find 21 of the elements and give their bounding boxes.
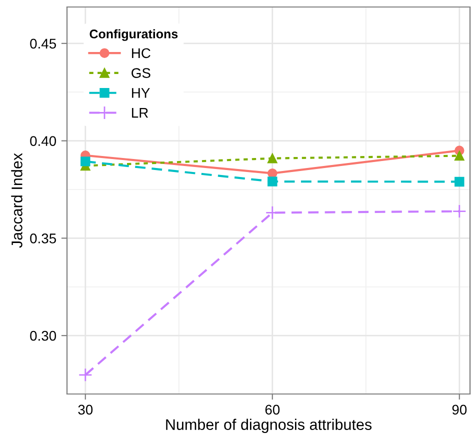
legend-label: HC [132,48,150,58]
y-tick-label: 0.40 [30,136,56,146]
x-axis-title: Number of diagnosis attributes [166,418,372,433]
legend-label: LR [132,108,148,118]
y-tick-label: 0.30 [30,330,56,341]
x-tick-label: 30 [78,404,93,415]
y-axis-title: Jaccard Index [11,153,22,248]
legend-title: Configurations [90,29,178,41]
point [78,368,92,382]
legend-label: HY [132,88,150,98]
point [454,176,464,187]
point [452,204,466,218]
point [80,156,90,166]
point [268,176,278,186]
point [454,150,464,161]
y-tick-label: 0.35 [30,234,56,244]
legend-label: GS [132,68,150,78]
y-tick-label: 0.45 [30,38,56,49]
x-tick-label: 60 [265,404,280,415]
point [268,153,278,164]
x-tick-label: 90 [452,404,467,415]
